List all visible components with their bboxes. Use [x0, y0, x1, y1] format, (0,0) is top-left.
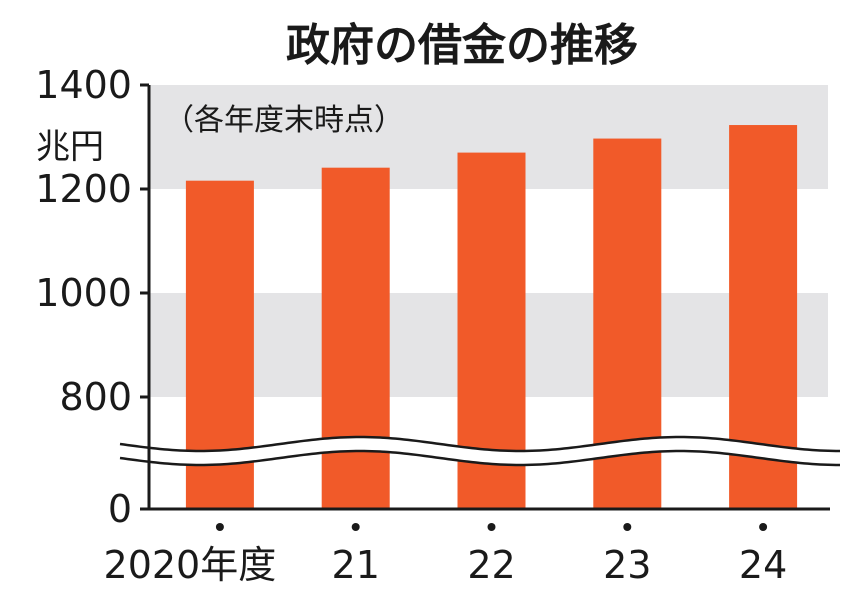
y-ticks: 1400 1200 1000 800 0: [35, 63, 149, 531]
y-tick-label: 1400: [35, 63, 132, 107]
y-tick-label: 1200: [35, 167, 132, 211]
axes: [140, 85, 830, 511]
bar: [321, 167, 390, 509]
x-tick-label: 24: [739, 543, 787, 587]
x-tick-dot: [487, 523, 496, 531]
x-tick-label: 23: [603, 543, 651, 587]
y-tick-label: 800: [59, 375, 132, 419]
x-tick-dot: [215, 523, 224, 531]
x-tick-label: 21: [332, 543, 380, 587]
x-tick-dot: [759, 523, 768, 531]
x-tick-dot: [623, 523, 632, 531]
y-tick-label: 1000: [35, 271, 132, 315]
x-tick-label: 22: [467, 543, 515, 587]
unit-label: 兆円: [36, 127, 104, 167]
axis-break: [119, 435, 841, 467]
y-tick-label: 0: [108, 487, 132, 531]
axis-break-line: [119, 449, 841, 467]
x-tick-label: 2020年度: [104, 543, 277, 587]
period-note: （各年度末時点）: [164, 103, 404, 138]
x-ticks: 2020年度 21 22 23 24: [104, 523, 787, 587]
chart-title: 政府の借金の推移: [286, 20, 638, 71]
axis-break-fill: [120, 437, 840, 465]
x-tick-dot: [351, 523, 360, 531]
axis-break-line: [119, 435, 841, 453]
